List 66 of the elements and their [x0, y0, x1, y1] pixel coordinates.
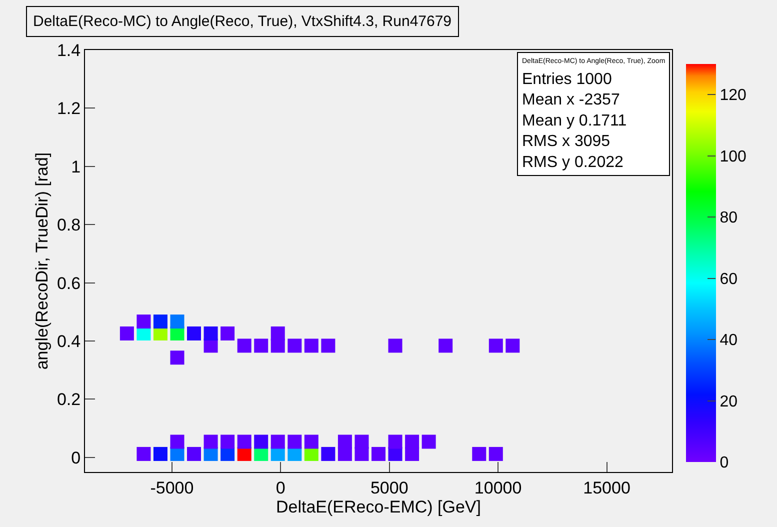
point [136, 446, 151, 461]
y-tick-label: 1.4 [56, 40, 81, 60]
color-bar-label: 60 [720, 270, 738, 288]
y-axis-title: angle(RecoDir, TrueDir) [rad] [32, 152, 52, 370]
y-tick-label: 0.2 [56, 390, 81, 410]
point [153, 446, 168, 461]
x-tick-label: 15000 [583, 478, 630, 498]
point [422, 434, 436, 449]
color-bar-label: 0 [720, 454, 729, 472]
color-bar-label: 120 [720, 87, 746, 104]
point [254, 434, 268, 449]
point [153, 314, 168, 329]
point [187, 446, 202, 461]
point [321, 338, 336, 353]
point [204, 434, 218, 449]
point [338, 434, 352, 449]
point [237, 434, 252, 449]
point [204, 326, 218, 340]
point [220, 434, 235, 449]
y-tick-label: 1 [71, 157, 81, 176]
color-bar-label: 40 [720, 332, 738, 350]
point [170, 434, 184, 449]
point [506, 338, 520, 353]
chart-title: DeltaE(Reco-MC) to Angle(Reco, True), VtxShift4.3, Run47679 [33, 13, 452, 30]
y-tick-label: 0 [71, 448, 81, 468]
x-tick-label: -5000 [150, 478, 194, 498]
point [354, 434, 369, 449]
color-bar-label: 20 [720, 393, 738, 410]
point [187, 326, 202, 340]
point [488, 338, 503, 353]
y-tick-label: 1.2 [56, 99, 81, 118]
point [321, 446, 336, 461]
point [170, 350, 184, 365]
point [438, 338, 453, 353]
point [405, 434, 420, 449]
annotation: Mean y 0.1711 [522, 112, 627, 130]
point [270, 326, 285, 340]
point [472, 446, 486, 461]
point [288, 434, 302, 449]
point [237, 338, 252, 353]
point [270, 434, 285, 449]
point [388, 434, 402, 449]
y-tick-label: 0.8 [56, 216, 81, 235]
y-tick-label: 0.4 [56, 332, 81, 351]
point [136, 314, 151, 329]
annotation: Entries 1000 [522, 70, 612, 88]
point [120, 326, 134, 340]
point [304, 338, 318, 353]
point [304, 434, 318, 449]
annotation: RMS x 3095 [522, 133, 610, 150]
y-tick-label: 0.6 [56, 274, 81, 293]
point [254, 338, 268, 353]
color-bar-label: 80 [720, 210, 738, 227]
point [220, 326, 235, 340]
point [288, 338, 302, 353]
point [488, 446, 503, 461]
x-tick-label: 10000 [474, 478, 522, 498]
annotation: Mean x -2357 [522, 92, 620, 109]
color-bar-label: 100 [720, 148, 746, 166]
annotation: RMS y 0.2022 [522, 154, 624, 171]
point [170, 314, 184, 329]
x-axis-title: DeltaE(EReco-EMC) [GeV] [276, 497, 481, 516]
x-tick-label: 0 [276, 478, 286, 498]
x-tick-label: 5000 [370, 478, 408, 498]
point [388, 338, 402, 353]
point [372, 446, 386, 461]
